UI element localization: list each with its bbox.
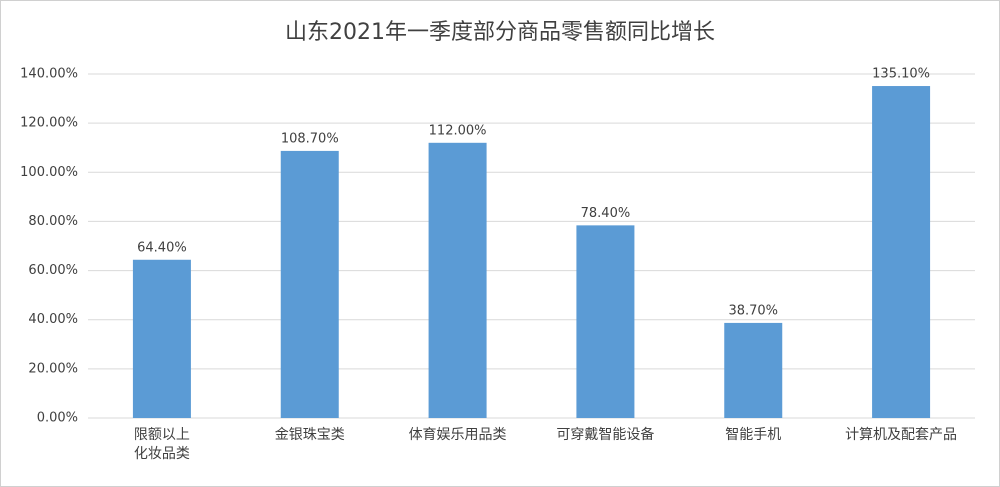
- bar: [872, 86, 931, 418]
- data-label: 38.70%: [728, 303, 778, 318]
- bar: [576, 225, 635, 418]
- x-tick-label: 体育娱乐用品类: [408, 427, 507, 443]
- data-label: 64.40%: [137, 240, 187, 255]
- y-tick-label: 60.00%: [28, 263, 78, 278]
- x-tick-label-box: 计算机及配套产品: [845, 427, 958, 443]
- x-tick-label-box: 限额以上 化妆品类: [133, 427, 190, 462]
- y-tick-label: 120.00%: [20, 116, 78, 131]
- x-tick-label: 智能手机: [725, 427, 782, 443]
- x-tick-label-box: 可穿戴智能设备: [556, 427, 655, 443]
- data-label: 108.70%: [281, 131, 339, 146]
- y-tick-label: 20.00%: [28, 361, 78, 376]
- y-tick-label: 140.00%: [20, 67, 78, 82]
- bar: [132, 259, 191, 418]
- x-tick-label-box: 金银珠宝类: [274, 427, 345, 443]
- x-tick-label: 计算机及配套产品: [845, 427, 958, 443]
- bar: [280, 150, 339, 418]
- x-tick-label: 金银珠宝类: [274, 427, 345, 443]
- y-tick-label: 40.00%: [28, 312, 78, 327]
- data-label: 78.40%: [581, 206, 631, 221]
- x-tick-label-box: 体育娱乐用品类: [408, 427, 507, 443]
- x-tick-label-box: 智能手机: [725, 427, 782, 443]
- data-label: 135.10%: [872, 67, 930, 82]
- x-tick-label: 限额以上 化妆品类: [133, 427, 190, 462]
- y-tick-label: 0.00%: [37, 411, 78, 426]
- y-tick-label: 100.00%: [20, 165, 78, 180]
- bar: [428, 142, 487, 419]
- chart-title: 山东2021年一季度部分商品零售额同比增长: [285, 20, 715, 45]
- bar: [724, 322, 783, 418]
- x-tick-label: 可穿戴智能设备: [556, 427, 655, 443]
- y-tick-label: 80.00%: [28, 214, 78, 229]
- data-label: 112.00%: [429, 123, 487, 138]
